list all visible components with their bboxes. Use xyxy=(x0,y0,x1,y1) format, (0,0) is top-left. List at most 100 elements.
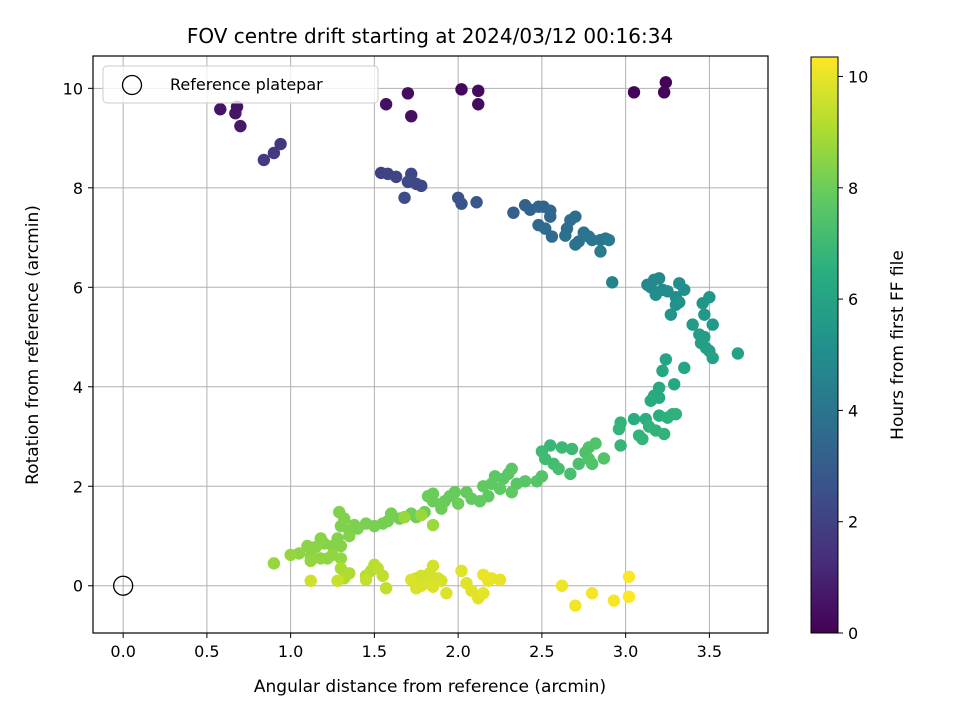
colorbar-tick-label: 0 xyxy=(848,624,858,643)
data-point xyxy=(597,452,611,465)
y-tick-label: 4 xyxy=(73,378,83,397)
data-point xyxy=(426,559,440,573)
data-point xyxy=(304,574,317,587)
legend-entry-reference: Reference platepar xyxy=(170,75,323,94)
data-point xyxy=(405,109,418,123)
data-point xyxy=(451,497,465,510)
data-point xyxy=(622,590,636,603)
data-point xyxy=(627,86,641,99)
colorbar-label: Hours from first FF file xyxy=(888,250,908,440)
data-point xyxy=(678,283,691,296)
data-point xyxy=(229,107,242,120)
data-point xyxy=(594,245,607,258)
data-point xyxy=(572,457,585,471)
data-point xyxy=(607,594,621,607)
data-point xyxy=(455,83,468,96)
data-point xyxy=(304,554,317,568)
data-point xyxy=(376,569,389,582)
data-point xyxy=(686,318,699,331)
data-point xyxy=(659,353,673,366)
data-point xyxy=(659,76,673,89)
data-point xyxy=(398,510,411,524)
data-point xyxy=(257,153,271,167)
data-point xyxy=(649,288,662,301)
data-point xyxy=(564,467,577,481)
data-point xyxy=(559,229,572,242)
data-point xyxy=(301,539,314,553)
data-point xyxy=(555,441,569,454)
x-tick-label: 3.0 xyxy=(613,642,638,661)
data-point xyxy=(274,137,287,151)
legend-reference-marker xyxy=(121,74,143,96)
colorbar-tick-label: 10 xyxy=(848,67,868,86)
data-point xyxy=(569,599,582,612)
data-point xyxy=(331,574,344,587)
x-axis-label: Angular distance from reference (arcmin) xyxy=(254,677,606,697)
data-point xyxy=(359,573,373,586)
data-point xyxy=(234,119,247,133)
x-tick-label: 1.0 xyxy=(278,642,303,661)
data-point xyxy=(530,475,544,488)
x-tick-label: 2.5 xyxy=(529,642,554,661)
data-point xyxy=(426,494,440,508)
data-point xyxy=(426,518,440,532)
x-tick-label: 0.5 xyxy=(194,642,219,661)
data-point xyxy=(472,84,485,98)
data-point xyxy=(614,439,627,452)
data-point xyxy=(267,557,281,570)
data-point xyxy=(731,347,745,360)
data-point xyxy=(505,462,518,476)
data-point xyxy=(589,437,602,450)
data-point xyxy=(415,508,428,522)
data-point xyxy=(669,407,683,421)
data-point xyxy=(415,179,428,193)
data-point xyxy=(460,486,473,499)
y-tick-label: 8 xyxy=(73,179,83,198)
colorbar-tick-label: 4 xyxy=(848,401,858,420)
data-point xyxy=(214,103,227,116)
colorbar-gradient xyxy=(810,56,839,634)
data-point xyxy=(706,318,719,331)
legend-box xyxy=(102,65,379,104)
colorbar-ticks: 0 2 4 6 8 10 xyxy=(838,67,868,643)
x-tick-label: 0.0 xyxy=(110,642,135,661)
y-tick-label: 2 xyxy=(73,477,83,496)
data-point xyxy=(698,308,711,321)
data-point xyxy=(455,564,468,578)
data-point xyxy=(545,230,559,243)
data-point xyxy=(398,191,411,204)
data-point xyxy=(477,480,490,493)
data-point xyxy=(602,233,616,247)
data-point xyxy=(493,573,507,586)
data-point xyxy=(678,361,691,375)
data-point xyxy=(401,175,415,189)
data-point xyxy=(555,579,569,592)
data-point xyxy=(343,529,356,543)
grid-lines xyxy=(93,56,768,633)
data-point xyxy=(472,98,485,111)
data-point xyxy=(656,364,669,378)
x-tick-label: 3.5 xyxy=(697,642,722,661)
data-point xyxy=(585,587,599,600)
chart-title: FOV centre drift starting at 2024/03/12 … xyxy=(187,24,673,48)
data-point xyxy=(410,582,423,595)
data-point xyxy=(569,238,582,251)
data-point xyxy=(706,351,719,365)
x-axis-ticks: 0.0 0.5 1.0 1.5 2.0 2.5 3.0 3.5 xyxy=(110,633,722,661)
data-point xyxy=(338,512,351,525)
colorbar-tick-label: 2 xyxy=(848,513,858,532)
colorbar-tick-label: 6 xyxy=(848,290,858,309)
data-point xyxy=(379,582,393,595)
y-axis-label: Rotation from reference (arcmin) xyxy=(23,205,43,485)
data-point xyxy=(426,580,440,593)
reference-point-marker xyxy=(112,575,134,596)
colorbar: 0 2 4 6 8 10 Hours from first FF file xyxy=(810,56,908,643)
data-point xyxy=(401,87,415,100)
data-point xyxy=(389,170,403,184)
data-point xyxy=(477,568,490,582)
data-point xyxy=(544,204,557,217)
data-point xyxy=(435,502,448,515)
y-axis-ticks: 0 2 4 6 8 10 xyxy=(63,79,93,596)
data-point xyxy=(644,394,657,407)
